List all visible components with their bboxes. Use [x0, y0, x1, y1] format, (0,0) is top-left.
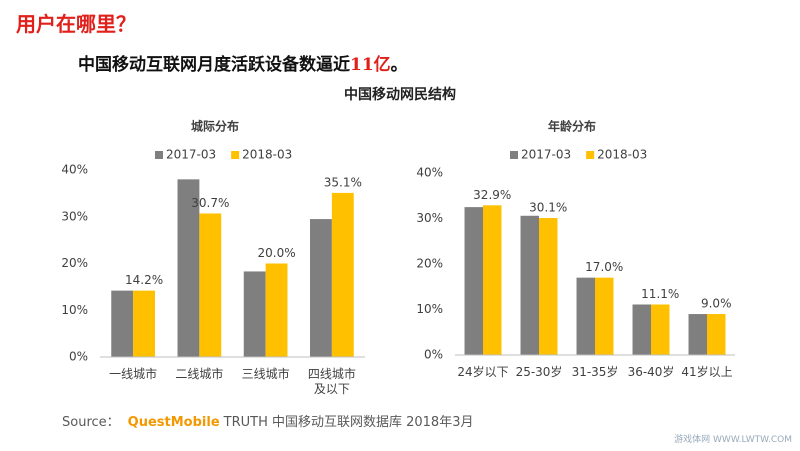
- x-tick-label: 一线城市: [109, 367, 158, 381]
- bar: [707, 314, 726, 355]
- value-label: 30.7%: [191, 196, 229, 210]
- legend-label: 2018-03: [242, 148, 292, 162]
- legend-label: 2018-03: [597, 148, 647, 162]
- bar: [539, 218, 558, 355]
- value-label: 20.0%: [257, 246, 295, 260]
- y-tick-label: 0%: [69, 350, 88, 364]
- value-label: 14.2%: [125, 273, 163, 287]
- bar: [265, 263, 288, 357]
- y-tick-label: 30%: [416, 211, 443, 225]
- y-tick-label: 30%: [61, 209, 88, 223]
- bar: [111, 290, 134, 357]
- bar: [133, 290, 155, 357]
- bar: [199, 213, 222, 357]
- bar: [651, 304, 670, 355]
- heading: 中国移动网民结构: [344, 87, 456, 103]
- subtitle: 中国移动互联网月度活跃设备数逼近11亿。: [78, 50, 408, 75]
- y-tick-label: 10%: [416, 302, 443, 316]
- bar: [595, 277, 614, 355]
- x-tick-label: 三线城市: [241, 367, 290, 381]
- watermark: 游戏体网 WWW.LWTW.COM: [674, 435, 792, 445]
- chart-title: 城际分布: [191, 119, 239, 134]
- x-tick-label: 24岁以下: [457, 365, 509, 379]
- value-label: 11.1%: [641, 287, 679, 301]
- y-tick-label: 20%: [416, 257, 443, 271]
- bar: [464, 207, 483, 355]
- x-tick-label: 36-40岁: [627, 365, 675, 379]
- chart-title: 年龄分布: [548, 119, 596, 134]
- bar: [177, 179, 200, 357]
- x-tick-label: 四线城市及以下: [307, 367, 356, 396]
- x-tick-label: 二线城市: [175, 367, 224, 381]
- x-tick-label: 31-35岁: [571, 365, 619, 379]
- slide-title: 用户在哪里？: [16, 12, 136, 36]
- bar: [310, 219, 332, 357]
- value-label: 35.1%: [324, 175, 362, 189]
- subtitle-text: 中国移动互联网月度活跃设备数逼近: [78, 55, 350, 75]
- value-label: 9.0%: [701, 297, 732, 311]
- legend-swatch: [510, 151, 518, 159]
- value-label: 32.9%: [473, 188, 511, 202]
- bar: [576, 277, 595, 355]
- y-tick-label: 10%: [61, 303, 88, 317]
- legend-swatch: [155, 151, 163, 159]
- value-label: 17.0%: [585, 260, 623, 274]
- legend-label: 2017-03: [166, 148, 216, 162]
- y-tick-label: 40%: [61, 163, 88, 177]
- subtitle-highlight: 11亿: [350, 55, 391, 75]
- bar: [243, 271, 266, 357]
- legend-swatch: [231, 151, 240, 159]
- x-tick-label: 41岁以上: [681, 365, 733, 379]
- y-tick-label: 20%: [61, 256, 88, 270]
- bar: [688, 314, 707, 355]
- legend-label: 2017-03: [521, 148, 571, 162]
- source-text: TRUTH 中国移动互联网数据库 2018年3月: [223, 415, 474, 430]
- y-tick-label: 0%: [424, 348, 443, 362]
- x-tick-label: 25-30岁: [515, 365, 563, 379]
- y-tick-label: 40%: [416, 166, 443, 180]
- bar: [483, 205, 502, 355]
- bar: [520, 215, 539, 355]
- source: Source： QuestMobile TRUTH 中国移动互联网数据库 2018年…: [62, 411, 473, 430]
- source-prefix: Source：: [62, 415, 120, 430]
- bar: [331, 192, 354, 357]
- legend-swatch: [586, 151, 595, 159]
- bar: [632, 304, 651, 355]
- subtitle-text: 。: [390, 55, 408, 75]
- source-brand: QuestMobile: [127, 415, 220, 430]
- value-label: 30.1%: [529, 201, 567, 215]
